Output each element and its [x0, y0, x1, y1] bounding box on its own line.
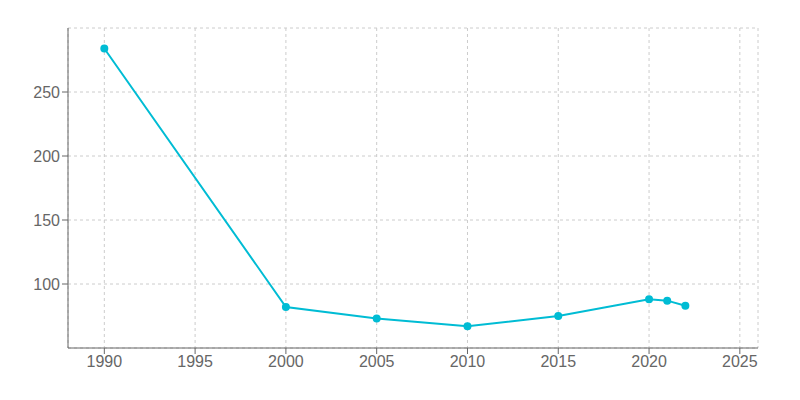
svg-text:2025: 2025 — [722, 353, 758, 370]
svg-text:2010: 2010 — [450, 353, 486, 370]
svg-text:2000: 2000 — [268, 353, 304, 370]
svg-text:2020: 2020 — [631, 353, 667, 370]
svg-text:150: 150 — [33, 212, 60, 229]
svg-text:100: 100 — [33, 276, 60, 293]
svg-text:1990: 1990 — [87, 353, 123, 370]
svg-text:2015: 2015 — [540, 353, 576, 370]
svg-text:200: 200 — [33, 148, 60, 165]
svg-text:250: 250 — [33, 84, 60, 101]
svg-text:1995: 1995 — [177, 353, 213, 370]
svg-text:2005: 2005 — [359, 353, 395, 370]
